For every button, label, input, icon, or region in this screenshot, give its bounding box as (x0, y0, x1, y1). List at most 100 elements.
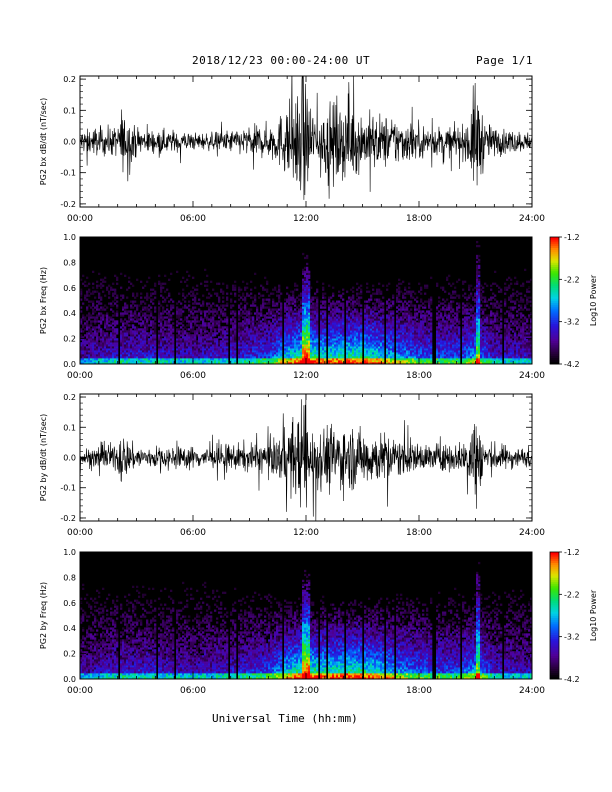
bx-spec-cell (294, 334, 297, 337)
bx-spec-cell (420, 340, 423, 343)
bx-spec-cell (298, 338, 301, 341)
bx-spec-cell (380, 290, 383, 293)
bx-spec-cell (108, 302, 111, 305)
bx-spec-cell (152, 326, 155, 329)
bx-spec-cell (164, 332, 167, 335)
bx-spec-cell (168, 292, 171, 295)
bx-spec-cell (410, 350, 413, 353)
bx-spec-cell (372, 284, 375, 287)
bx-spec-cell (196, 288, 199, 291)
bx-spec-cell (388, 322, 391, 325)
bx-spec-cell (292, 358, 295, 361)
bx-spec-cell (154, 340, 157, 343)
bx-spec-cell (190, 310, 193, 313)
bx-spec-cell (200, 348, 203, 351)
bx-spec-cell (312, 310, 315, 313)
bx-spec-cell (134, 296, 137, 299)
bx-spec-cell (420, 354, 423, 357)
bx-spec-cell (414, 336, 417, 339)
bx-spec-cell (182, 332, 185, 335)
bx-spec-cell (278, 350, 281, 353)
bx-spec-cell (372, 318, 375, 321)
bx-spec-cell (302, 306, 305, 309)
bx-spec-cell (232, 356, 235, 359)
bx-spec-cell (246, 312, 249, 315)
bx-spec-cell (392, 328, 395, 331)
bx-spec-cell (154, 358, 157, 361)
bx-spec-cell (410, 328, 413, 331)
bx-spec-cell (418, 340, 421, 343)
bx-spec-cell (154, 332, 157, 335)
bx-spec-cell (280, 318, 283, 321)
bx-spec-cell (142, 340, 145, 343)
bx-spec-cell (202, 328, 205, 331)
bx-spec-cell (334, 302, 337, 305)
bx-spec-cell (104, 332, 107, 335)
bx-spec-cell (170, 332, 173, 335)
bx-spec-cell (356, 322, 359, 325)
bx-dbdt-y-tick-label: -0.1 (60, 169, 76, 178)
bx-spec-cell (402, 324, 405, 327)
bx-spec-cell (314, 352, 317, 355)
bx-spec-cell (280, 306, 283, 309)
bx-spec-cell (304, 284, 307, 287)
bx-spec-cell (268, 356, 271, 359)
bx-spec-cell (238, 310, 241, 313)
bx-spec-cell (390, 362, 393, 365)
bx-spec-cell (178, 338, 181, 341)
bx-spec-cell (212, 312, 215, 315)
bx-spec-cell (296, 316, 299, 319)
bx-spec-cell (140, 310, 143, 313)
bx-spec-cell (114, 334, 117, 337)
bx-spec-cell (366, 286, 369, 289)
bx-spec-cell (158, 352, 161, 355)
bx-spec-cell (316, 346, 319, 349)
bx-spec-cell (386, 330, 389, 333)
bx-spec-cell (338, 320, 341, 323)
bx-spec-cell (422, 348, 425, 351)
bx-spec-cell (380, 358, 383, 361)
bx-spec-cell (308, 358, 311, 361)
bx-spec-cell (340, 338, 343, 341)
bx-spec-cell (352, 318, 355, 321)
bx-spec-cell (366, 310, 369, 313)
bx-spec-cell (342, 326, 345, 329)
bx-spec-cell (130, 342, 133, 345)
bx-spec-cell (302, 346, 305, 349)
bx-spec-cell (274, 316, 277, 319)
bx-spec-cell (408, 316, 411, 319)
bx-spec-cell (220, 344, 223, 347)
bx-spec-cell (102, 354, 105, 357)
bx-spec-cell (138, 360, 141, 363)
bx-spec-cell (320, 306, 323, 309)
bx-spec-cell (310, 312, 313, 315)
bx-spec-cell (158, 320, 161, 323)
bx-spec-cell (260, 294, 263, 297)
bx-spec-cell (424, 328, 427, 331)
bx-spec-cell (80, 330, 83, 333)
bx-spec-cell (382, 326, 385, 329)
bx-spec-cell (186, 316, 189, 319)
bx-spec-cell (396, 346, 399, 349)
bx-spec-cell (80, 358, 83, 361)
bx-spec-cell (378, 360, 381, 363)
bx-spec-cell (238, 336, 241, 339)
bx-spec-cell (84, 324, 87, 327)
bx-spec-cell (354, 308, 357, 311)
bx-spec-cell (254, 346, 257, 349)
bx-spec-cell (256, 358, 259, 361)
bx-spec-cell (324, 352, 327, 355)
bx-spec-cell (112, 354, 115, 357)
bx-spec-cell (178, 342, 181, 345)
bx-spec-cell (414, 356, 417, 359)
bx-spec-cell (302, 296, 305, 299)
bx-spec-cell (286, 336, 289, 339)
bx-spec-cell (164, 350, 167, 353)
bx-spec-cell (284, 304, 287, 307)
bx-spec-cell (342, 302, 345, 305)
bx-spec-cell (364, 358, 367, 361)
bx-spec-cell (284, 342, 287, 345)
bx-spec-cell (110, 302, 113, 305)
bx-spec-cell (196, 302, 199, 305)
bx-spec-cell (286, 328, 289, 331)
